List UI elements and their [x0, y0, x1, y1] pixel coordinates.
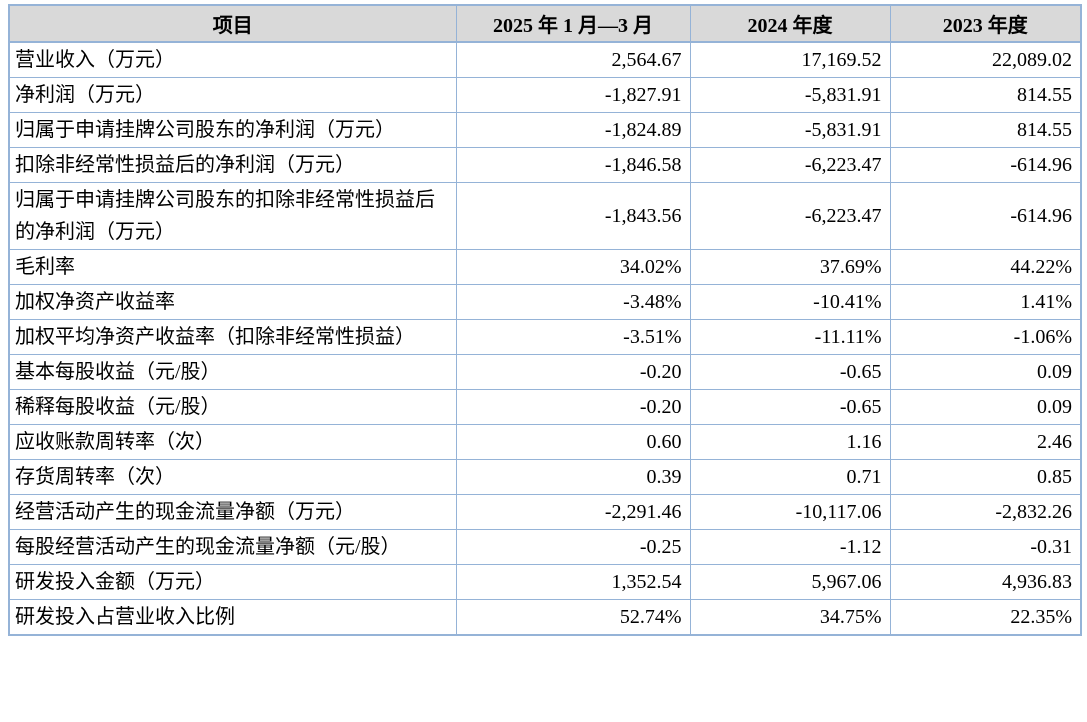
- cell-value: -10.41%: [689, 284, 891, 320]
- cell-value: -10,117.06: [689, 494, 891, 530]
- cell-value: -11.11%: [689, 319, 891, 355]
- cell-value: -0.65: [689, 354, 891, 390]
- row-label: 研发投入金额（万元）: [8, 564, 457, 600]
- cell-value: 34.02%: [455, 249, 691, 285]
- table-body: 营业收入（万元） 2,564.67 17,169.52 22,089.02 净利润（万元…: [8, 41, 1082, 636]
- cell-value: 2.46: [889, 424, 1082, 460]
- table-row: 扣除非经常性损益后的净利润（万元） -1,846.58 -6,223.47 -614.…: [8, 147, 1082, 183]
- row-label: 经营活动产生的现金流量净额（万元）: [8, 494, 457, 530]
- table-row: 加权平均净资产收益率（扣除非经常性损益） -3.51% -11.11% -1.06%: [8, 319, 1082, 355]
- cell-value: -1,846.58: [455, 147, 691, 183]
- table-row: 研发投入占营业收入比例 52.74% 34.75% 22.35%: [8, 599, 1082, 636]
- row-label: 加权平均净资产收益率（扣除非经常性损益）: [8, 319, 457, 355]
- cell-value: -5,831.91: [689, 77, 891, 113]
- financial-summary-table: 项目 2025 年 1 月—3 月 2024 年度 2023 年度 营业收入（万元） 2…: [8, 4, 1082, 636]
- table-row: 归属于申请挂牌公司股东的净利润（万元） -1,824.89 -5,831.91 814…: [8, 112, 1082, 148]
- cell-value: 0.60: [455, 424, 691, 460]
- cell-value: -1.06%: [889, 319, 1082, 355]
- cell-value: -3.51%: [455, 319, 691, 355]
- cell-value: 34.75%: [689, 599, 891, 636]
- table-row: 基本每股收益（元/股） -0.20 -0.65 0.09: [8, 354, 1082, 390]
- table-row: 研发投入金额（万元） 1,352.54 5,967.06 4,936.83: [8, 564, 1082, 600]
- cell-value: -5,831.91: [689, 112, 891, 148]
- table-row: 营业收入（万元） 2,564.67 17,169.52 22,089.02: [8, 41, 1082, 78]
- cell-value: 17,169.52: [689, 41, 891, 78]
- cell-value: -614.96: [889, 147, 1082, 183]
- cell-value: 814.55: [889, 112, 1082, 148]
- row-label: 毛利率: [8, 249, 457, 285]
- table-row: 每股经营活动产生的现金流量净额（元/股） -0.25 -1.12 -0.31: [8, 529, 1082, 565]
- cell-value: 0.09: [889, 389, 1082, 425]
- cell-value: 37.69%: [689, 249, 891, 285]
- row-label: 加权净资产收益率: [8, 284, 457, 320]
- cell-value: -1,827.91: [455, 77, 691, 113]
- cell-value: 0.39: [455, 459, 691, 495]
- column-header-2: 2024 年度: [689, 4, 891, 43]
- cell-value: 1.16: [689, 424, 891, 460]
- cell-value: 44.22%: [889, 249, 1082, 285]
- cell-value: 814.55: [889, 77, 1082, 113]
- cell-value: -614.96: [889, 182, 1082, 250]
- cell-value: -1,824.89: [455, 112, 691, 148]
- cell-value: 22,089.02: [889, 41, 1082, 78]
- cell-value: 22.35%: [889, 599, 1082, 636]
- table-row: 经营活动产生的现金流量净额（万元） -2,291.46 -10,117.06 -2,8…: [8, 494, 1082, 530]
- cell-value: -6,223.47: [689, 182, 891, 250]
- row-label: 扣除非经常性损益后的净利润（万元）: [8, 147, 457, 183]
- cell-value: 52.74%: [455, 599, 691, 636]
- table-row: 存货周转率（次） 0.39 0.71 0.85: [8, 459, 1082, 495]
- row-label: 稀释每股收益（元/股）: [8, 389, 457, 425]
- row-label: 应收账款周转率（次）: [8, 424, 457, 460]
- cell-value: 4,936.83: [889, 564, 1082, 600]
- cell-value: 0.85: [889, 459, 1082, 495]
- table-row: 归属于申请挂牌公司股东的扣除非经常性损益后的净利润（万元） -1,843.56 -6…: [8, 182, 1082, 250]
- table-row: 加权净资产收益率 -3.48% -10.41% 1.41%: [8, 284, 1082, 320]
- cell-value: 2,564.67: [455, 41, 691, 78]
- row-label: 营业收入（万元）: [8, 41, 457, 78]
- row-label: 基本每股收益（元/股）: [8, 354, 457, 390]
- column-header-1: 2025 年 1 月—3 月: [455, 4, 691, 43]
- cell-value: -6,223.47: [689, 147, 891, 183]
- cell-value: -0.31: [889, 529, 1082, 565]
- cell-value: 1,352.54: [455, 564, 691, 600]
- cell-value: -0.20: [455, 354, 691, 390]
- cell-value: -0.25: [455, 529, 691, 565]
- row-label: 研发投入占营业收入比例: [8, 599, 457, 636]
- cell-value: 1.41%: [889, 284, 1082, 320]
- cell-value: -0.65: [689, 389, 891, 425]
- column-header-0: 项目: [8, 4, 457, 43]
- cell-value: 0.71: [689, 459, 891, 495]
- table-row: 稀释每股收益（元/股） -0.20 -0.65 0.09: [8, 389, 1082, 425]
- column-header-3: 2023 年度: [889, 4, 1082, 43]
- cell-value: -0.20: [455, 389, 691, 425]
- cell-value: -2,291.46: [455, 494, 691, 530]
- row-label: 每股经营活动产生的现金流量净额（元/股）: [8, 529, 457, 565]
- header-row: 项目 2025 年 1 月—3 月 2024 年度 2023 年度: [8, 4, 1082, 43]
- row-label: 净利润（万元）: [8, 77, 457, 113]
- table-row: 毛利率 34.02% 37.69% 44.22%: [8, 249, 1082, 285]
- row-label: 归属于申请挂牌公司股东的扣除非经常性损益后的净利润（万元）: [8, 182, 457, 250]
- cell-value: 0.09: [889, 354, 1082, 390]
- cell-value: -3.48%: [455, 284, 691, 320]
- row-label: 归属于申请挂牌公司股东的净利润（万元）: [8, 112, 457, 148]
- cell-value: -1.12: [689, 529, 891, 565]
- cell-value: -2,832.26: [889, 494, 1082, 530]
- cell-value: 5,967.06: [689, 564, 891, 600]
- cell-value: -1,843.56: [455, 182, 691, 250]
- table-row: 净利润（万元） -1,827.91 -5,831.91 814.55: [8, 77, 1082, 113]
- row-label: 存货周转率（次）: [8, 459, 457, 495]
- table-row: 应收账款周转率（次） 0.60 1.16 2.46: [8, 424, 1082, 460]
- document-page: 项目 2025 年 1 月—3 月 2024 年度 2023 年度 营业收入（万元） 2…: [8, 4, 1082, 636]
